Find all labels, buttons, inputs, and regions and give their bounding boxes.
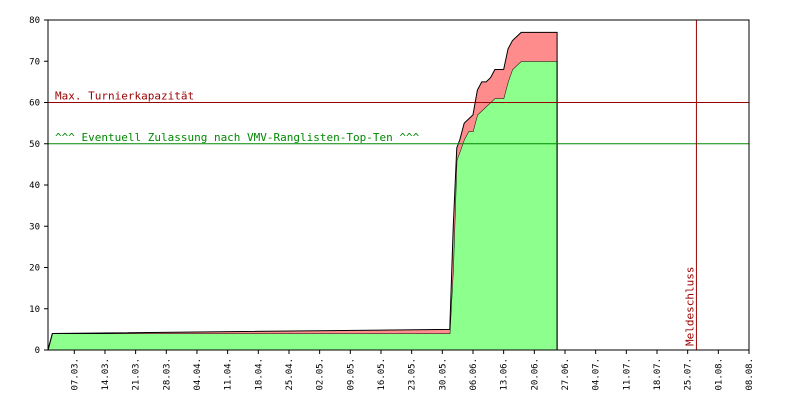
- x-tick-label: 02.05.: [316, 358, 326, 391]
- y-tick-label: 40: [29, 181, 40, 191]
- x-tick-label: 20.06.: [530, 358, 540, 391]
- x-tick-label: 07.03.: [70, 358, 80, 391]
- x-tick-label: 25.04.: [285, 358, 295, 391]
- x-tick-label: 11.04.: [224, 358, 234, 391]
- x-tick-label: 09.05.: [346, 358, 356, 391]
- x-tick-label: 06.06.: [469, 358, 479, 391]
- y-tick-label: 0: [35, 346, 40, 356]
- x-tick-label: 30.05.: [438, 358, 448, 391]
- x-tick-label: 21.03.: [132, 358, 142, 391]
- plot-area: [48, 20, 749, 350]
- x-tick-label: 11.07.: [622, 358, 632, 391]
- x-tick-label: 01.08.: [714, 358, 724, 391]
- x-tick-label: 13.06.: [500, 358, 510, 391]
- reference-label: Meldeschluss: [683, 267, 696, 346]
- x-tick-label: 16.05.: [377, 358, 387, 391]
- x-tick-label: 25.07.: [684, 358, 694, 391]
- y-tick-label: 10: [29, 305, 40, 315]
- x-tick-label: 14.03.: [101, 358, 111, 391]
- y-tick-label: 70: [29, 57, 40, 67]
- x-tick-label: 28.03.: [162, 358, 172, 391]
- y-tick-label: 20: [29, 264, 40, 274]
- x-tick-label: 23.05.: [408, 358, 418, 391]
- y-tick-label: 50: [29, 140, 40, 150]
- x-tick-label: 18.04.: [254, 358, 264, 391]
- x-tick-label: 27.06.: [561, 358, 571, 391]
- y-tick-label: 30: [29, 222, 40, 232]
- reference-label: Max. Turnierkapazität: [55, 90, 194, 103]
- x-tick-label: 08.08.: [745, 358, 755, 391]
- area-outline: [47, 31, 558, 351]
- reference-label: ^^^ Eventuell Zulassung nach VMV-Ranglis…: [55, 131, 420, 144]
- x-tick-label: 04.07.: [592, 358, 602, 391]
- x-tick-label: 18.07.: [653, 358, 663, 391]
- x-tick-label: 04.04.: [193, 358, 203, 391]
- y-tick-label: 80: [29, 16, 40, 26]
- y-tick-label: 60: [29, 99, 40, 109]
